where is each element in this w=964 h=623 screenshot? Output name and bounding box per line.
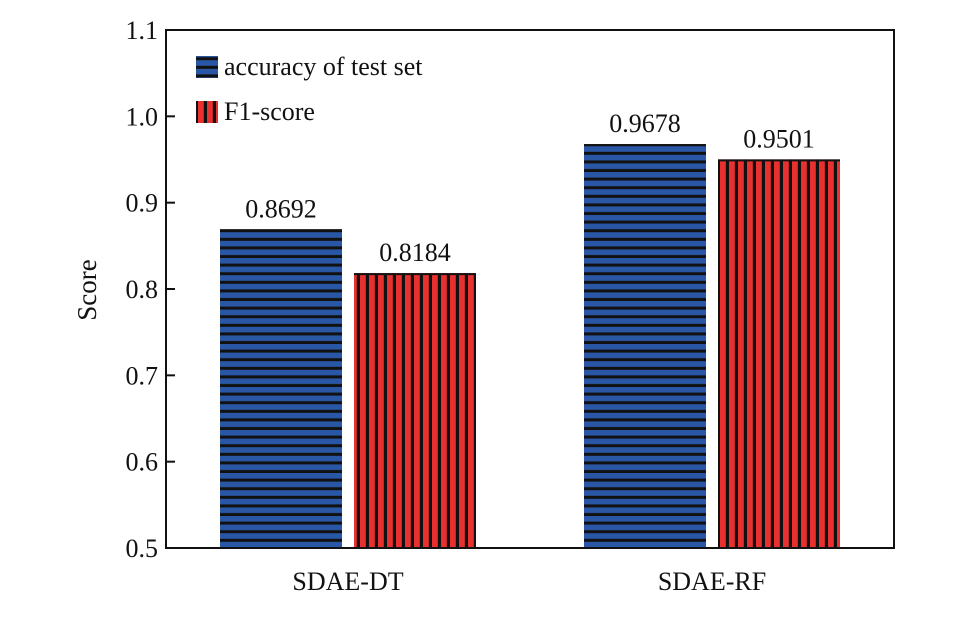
data-label: 0.9501	[743, 124, 815, 153]
bar-accuracy-sdae-rf	[584, 144, 706, 548]
legend-swatch-accuracy	[196, 56, 218, 78]
legend-label: F1-score	[224, 97, 315, 126]
y-axis-ticks: 0.5 0.6 0.7 0.8 0.9 1.0 1.1	[126, 16, 175, 563]
legend-label: accuracy of test set	[224, 52, 423, 81]
bars-layer	[220, 144, 840, 549]
y-tick-label: 0.5	[126, 534, 159, 563]
x-axis-category-labels: SDAE-DT SDAE-RF	[292, 567, 766, 596]
data-label: 0.8692	[245, 194, 317, 223]
bar-f1-score-sdae-rf	[718, 159, 840, 548]
x-category-label: SDAE-DT	[292, 567, 403, 596]
bar-f1-score-sdae-dt	[354, 273, 476, 548]
data-label: 0.9678	[609, 109, 681, 138]
legend-swatch-f1-score	[196, 101, 218, 123]
bar-accuracy-sdae-dt	[220, 229, 342, 549]
y-tick-label: 0.6	[126, 448, 159, 477]
y-tick-label: 0.8	[126, 275, 159, 304]
y-axis-label: Score	[72, 259, 102, 320]
y-tick-label: 1.1	[126, 16, 159, 45]
legend: accuracy of test set F1-score	[196, 52, 423, 126]
y-tick-label: 0.7	[126, 361, 159, 390]
y-tick-label: 1.0	[126, 102, 159, 131]
data-labels: 0.8692 0.8184 0.9678 0.9501	[245, 109, 815, 267]
data-label: 0.8184	[379, 238, 451, 267]
y-tick-label: 0.9	[126, 189, 159, 218]
x-category-label: SDAE-RF	[658, 567, 766, 596]
